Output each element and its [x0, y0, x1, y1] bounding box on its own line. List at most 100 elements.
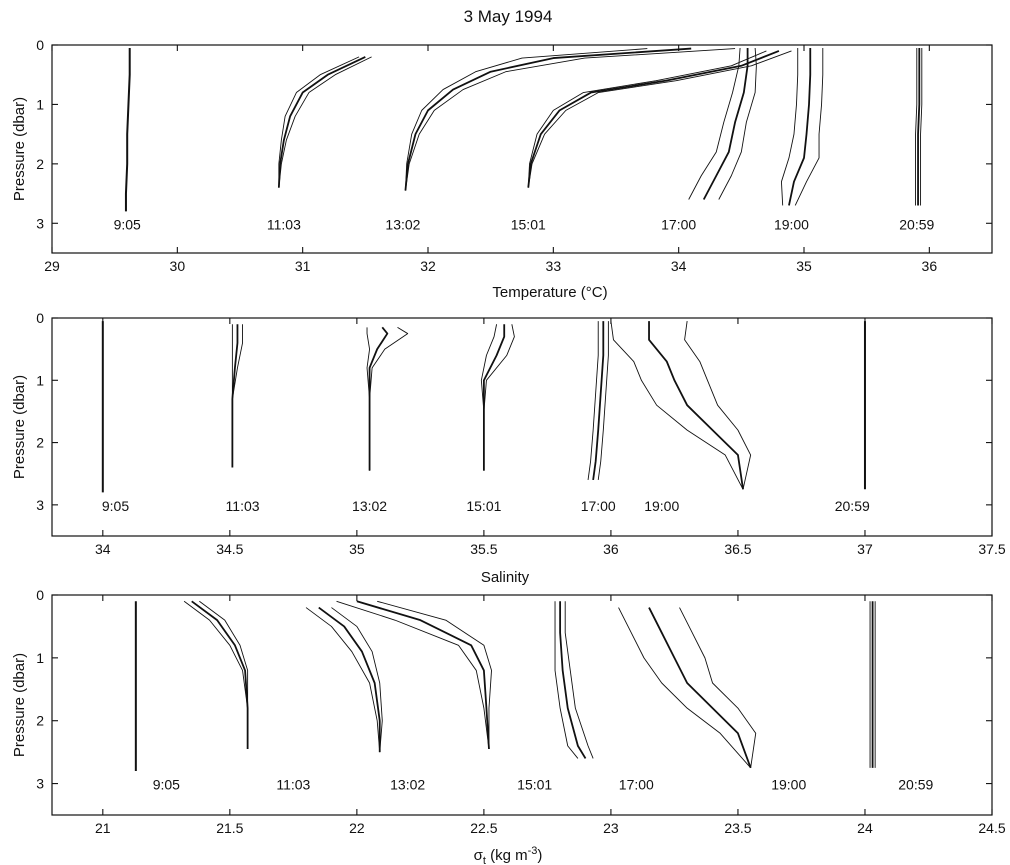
sigma-t-profile-1302-mean [318, 606, 381, 753]
temperature-x-tick-label: 35 [796, 258, 812, 274]
sigma-t-x-tick-label: 22.5 [470, 820, 497, 836]
sigma-t-profile-1900-mean [648, 607, 752, 769]
temperature-y-axis-label: Pressure (dbar) [11, 97, 28, 201]
temperature-x-tick-label: 33 [546, 258, 562, 274]
salinity-x-axis-label: Salinity [481, 569, 530, 586]
temperature-y-tick-label: 1 [36, 96, 44, 112]
temperature-panel: Temperature (°C) 29 30 31 32 33 34 35 36 0 1 2 3 Pre… [11, 37, 993, 301]
temperature-profile-1103-upper [278, 56, 372, 188]
salinity-profile-1700-mean [592, 321, 605, 481]
salinity-x-tick-label: 36.5 [724, 541, 751, 557]
temperature-profile-1501-upper [527, 50, 792, 188]
sigma-t-y-tick-label: 1 [36, 650, 44, 666]
sigma-t-profile-1302-lower [305, 607, 381, 753]
temperature-profile-1103-lower [278, 56, 360, 188]
temperature-time-label: 20:59 [899, 216, 934, 232]
temperature-profile-1900-lower [780, 47, 799, 206]
temperature-x-tick-label: 29 [44, 258, 60, 274]
temperature-profile-1700-mean [702, 47, 749, 200]
salinity-time-label: 9:05 [102, 498, 129, 514]
temperature-time-label: 17:00 [661, 216, 696, 232]
temperature-x-tick-label: 31 [295, 258, 311, 274]
salinity-y-tick-label: 1 [36, 372, 44, 388]
salinity-profile-1700-lower [587, 321, 599, 481]
sigma-t-x-tick-label: 21.5 [216, 820, 243, 836]
salinity-time-label: 20:59 [835, 498, 870, 514]
temperature-profile-905-mean [124, 47, 131, 212]
temperature-time-label: 15:01 [511, 216, 546, 232]
temperature-plot-frame [51, 44, 993, 254]
sigma-t-profile-1103-lower [183, 600, 249, 749]
salinity-x-tick-label: 37.5 [978, 541, 1005, 557]
sigma-t-profile-1103-mean [191, 600, 249, 749]
salinity-profile-1900-upper [684, 321, 752, 490]
sigma-symbol: σ [474, 847, 484, 864]
sigma-t-time-label: 20:59 [898, 777, 933, 793]
temperature-y-tick-label: 0 [36, 37, 44, 53]
temperature-profile-1302-upper [404, 48, 736, 191]
salinity-y-axis-label: Pressure (dbar) [11, 375, 28, 479]
temperature-profile-1700-upper [718, 47, 757, 200]
sigma-t-profile-1700-mean [559, 601, 587, 759]
salinity-profile-1700-upper [597, 321, 609, 481]
temperature-x-tick-label: 36 [922, 258, 938, 274]
temperature-x-axis-label: Temperature (°C) [492, 284, 607, 301]
sigma-t-time-label: 11:03 [276, 777, 310, 793]
sigma-t-x-axis-label: σt (kg m-3) [474, 845, 543, 865]
temperature-y-tick-label: 3 [36, 215, 44, 231]
temperature-profile-2059-upper [920, 47, 923, 206]
salinity-profile-1501-mean [482, 324, 506, 471]
sigma-t-time-label: 17:00 [619, 777, 654, 793]
salinity-time-label: 15:01 [466, 498, 501, 514]
temperature-x-tick-label: 32 [420, 258, 436, 274]
salinity-profile-1501-upper [483, 324, 515, 471]
temperature-profile-1501-lower [527, 50, 767, 188]
temperature-time-label: 11:03 [267, 216, 301, 232]
sigma-t-profile-1700-upper [564, 601, 594, 759]
sigma-t-profile-1103-upper [199, 600, 249, 749]
sigma-t-x-tick-label: 21 [95, 820, 111, 836]
sigma-t-x-tick-label: 24 [857, 820, 873, 836]
temperature-profile-1501-mean [527, 50, 780, 188]
sigma-t-x-tick-label: 23.5 [724, 820, 751, 836]
salinity-panel: Salinity 34 34.5 35 35.5 36 36.5 37 37.5 0 1 2 3 Pre… [11, 310, 1006, 586]
salinity-y-tick-label: 2 [36, 435, 44, 451]
sigma-t-plot-frame [51, 594, 993, 816]
sigma-t-profile-1302-upper [331, 607, 383, 753]
sigma-t-y-axis-label: Pressure (dbar) [11, 653, 28, 757]
temperature-time-label: 13:02 [385, 216, 420, 232]
temperature-x-tick-label: 34 [671, 258, 687, 274]
figure-title: 3 May 1994 [464, 7, 553, 26]
sigma-t-profile-1900-lower [618, 607, 751, 769]
temperature-profile-1302-mean [404, 47, 692, 191]
sigma-t-y-tick-label: 3 [36, 776, 44, 792]
salinity-plot-frame [51, 317, 993, 537]
sigma-t-time-label: 9:05 [153, 777, 180, 793]
salinity-profile-1302-mean [368, 326, 389, 471]
temperature-profile-1700-lower [688, 47, 741, 200]
sigma-t-y-tick-label: 0 [36, 587, 44, 603]
salinity-x-tick-label: 35.5 [470, 541, 497, 557]
sigma-subscript: t [483, 855, 486, 865]
sigma-t-x-tick-label: 23 [603, 820, 619, 836]
salinity-profile-1900-lower [610, 321, 744, 490]
temperature-time-label: 19:00 [774, 216, 809, 232]
sigma-t-time-label: 15:01 [517, 777, 552, 793]
salinity-x-tick-label: 34 [95, 541, 111, 557]
salinity-x-tick-label: 34.5 [216, 541, 243, 557]
salinity-profile-1103-mean [231, 324, 239, 468]
temperature-profile-1302-lower [404, 48, 648, 191]
sigma-units: (kg m [486, 847, 528, 864]
temperature-profile-2059-mean [917, 47, 921, 206]
sigma-units-close: ) [537, 847, 542, 864]
salinity-time-label: 17:00 [581, 498, 616, 514]
sigma-t-profile-1501-lower [336, 600, 490, 750]
sigma-t-time-label: 19:00 [771, 777, 806, 793]
sigma-t-panel: σt (kg m-3) 21 21.5 22 22.5 23 23.5 24 24.50123… [11, 587, 1006, 865]
sigma-t-profile-1900-upper [679, 607, 757, 768]
sigma-t-time-label: 13:02 [390, 777, 425, 793]
salinity-profile-1900-mean [648, 321, 744, 490]
temperature-profile-2059-lower [915, 47, 918, 206]
temperature-profile-1103-mean [277, 56, 366, 188]
temperature-y-tick-label: 2 [36, 156, 44, 172]
